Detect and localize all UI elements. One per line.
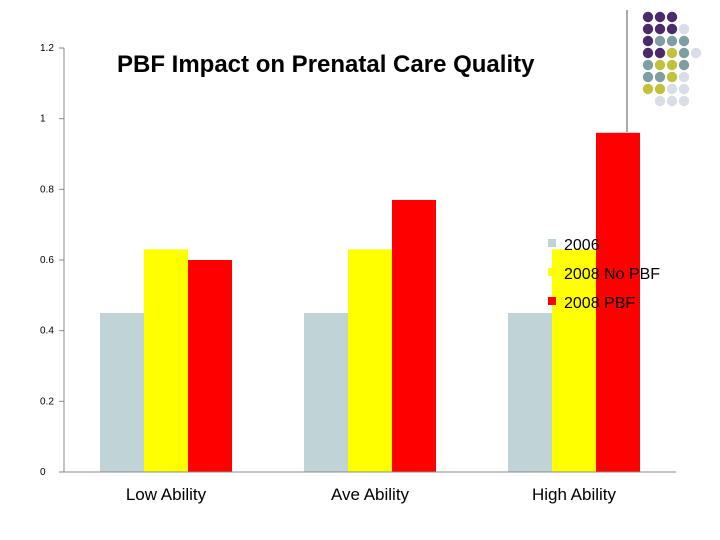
decorative-dot [666, 83, 678, 95]
decorative-dot [654, 71, 666, 83]
bars [100, 132, 640, 473]
bar-2006-low-ability [100, 313, 144, 472]
x-axis: Low Ability Ave Ability High Ability [64, 471, 676, 504]
decorative-dot [654, 95, 666, 107]
legend-label: 2006 [564, 237, 600, 254]
y-tick-label: 1.2 [40, 43, 54, 54]
decorative-dot [666, 59, 678, 71]
y-axis: 0 0.2 0.4 0.6 0.8 1 1.2 [40, 43, 65, 478]
legend-swatch [548, 239, 556, 247]
decorative-dot [666, 11, 678, 23]
decorative-dot [642, 11, 654, 23]
chart-title: PBF Impact on Prenatal Care Quality [117, 51, 535, 78]
x-category-label: Ave Ability [331, 485, 410, 504]
decorative-dot [654, 83, 666, 95]
decorative-dot [678, 71, 690, 83]
decorative-dot [678, 47, 690, 59]
decorative-dot [654, 35, 666, 47]
decorative-dot [666, 47, 678, 59]
legend-label: 2008 PBF [564, 295, 635, 312]
decorative-dot [678, 83, 690, 95]
decorative-dot [678, 23, 690, 35]
x-category-label: High Ability [532, 485, 617, 504]
decorative-dot [678, 59, 690, 71]
decorative-dot-grid [642, 11, 702, 107]
bar-2008-no-pbf-low-ability [144, 249, 188, 472]
bar-2008-pbf-ave-ability [392, 199, 436, 472]
y-tick-label: 1 [40, 114, 46, 125]
decorative-dot [642, 47, 654, 59]
legend-swatch [548, 268, 556, 276]
bar-2006-high-ability [508, 313, 552, 472]
decorative-dot [678, 95, 690, 107]
decorative-dot [666, 71, 678, 83]
decorative-dot [654, 23, 666, 35]
decorative-dot [666, 35, 678, 47]
y-tick-label: 0.6 [40, 255, 54, 266]
y-tick-label: 0.4 [40, 326, 54, 337]
decorative-dot [654, 11, 666, 23]
decorative-dot [690, 47, 702, 59]
decorative-dot [678, 35, 690, 47]
legend-label: 2008 No PBF [564, 266, 660, 283]
decorative-dot [666, 95, 678, 107]
decorative-dot [666, 23, 678, 35]
decorative-dot [642, 83, 654, 95]
bar-2008-no-pbf-ave-ability [348, 249, 392, 472]
bar-2008-pbf-high-ability [596, 132, 640, 473]
decorative-dot [654, 59, 666, 71]
decorative-dot [642, 71, 654, 83]
decorative-dot [642, 59, 654, 71]
decorative-dot [642, 35, 654, 47]
decorative-dot [642, 23, 654, 35]
y-tick-label: 0.8 [40, 184, 54, 195]
legend-swatch [548, 297, 556, 305]
legend: 2006 2008 No PBF 2008 PBF [548, 237, 660, 312]
y-tick-label: 0 [40, 467, 46, 478]
bar-2006-ave-ability [304, 313, 348, 472]
bar-2008-no-pbf-high-ability [552, 249, 596, 472]
bar-2008-pbf-low-ability [188, 260, 232, 472]
y-tick-label: 0.2 [40, 396, 54, 407]
decorative-dot [654, 47, 666, 59]
x-category-label: Low Ability [126, 485, 207, 504]
